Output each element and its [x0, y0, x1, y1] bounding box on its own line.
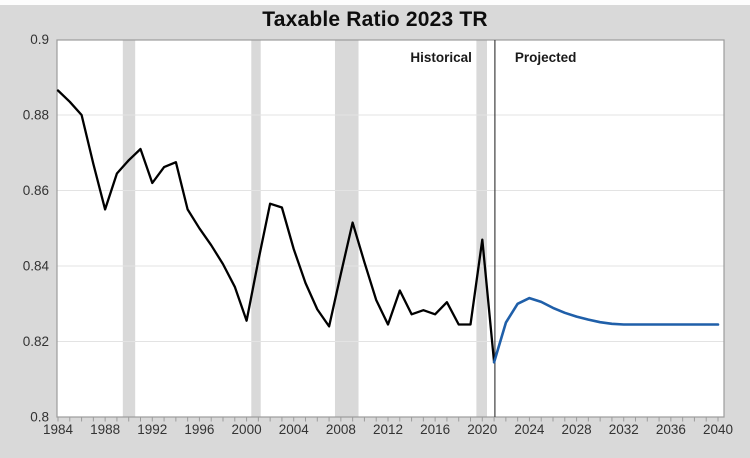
y-axis-label: 0.84	[23, 259, 50, 274]
recession-band	[251, 40, 261, 417]
y-axis-label: 0.9	[30, 32, 49, 47]
x-axis-label: 2008	[326, 422, 356, 437]
x-axis-label: 2016	[420, 422, 450, 437]
x-axis-label: 2012	[373, 422, 403, 437]
y-axis-label: 0.86	[23, 183, 49, 198]
x-axis-label: 1996	[184, 422, 214, 437]
x-axis-label: 2004	[279, 422, 310, 437]
x-axis-label: 2036	[656, 422, 686, 437]
recession-band	[334, 40, 359, 417]
y-axis-label: 0.8	[30, 410, 49, 425]
chart-title: Taxable Ratio 2023 TR	[262, 8, 488, 31]
x-axis-label: 2028	[562, 422, 592, 437]
plot-background	[57, 40, 724, 417]
y-axis-label: 0.88	[23, 108, 49, 123]
series-line-projected	[492, 296, 720, 364]
x-axis-label: 2032	[609, 422, 639, 437]
series-line-historical	[56, 89, 496, 364]
x-axis-label: 1984	[43, 422, 74, 437]
x-axis-label: 2040	[703, 422, 733, 437]
x-axis-label: 1988	[90, 422, 120, 437]
recession-band	[476, 40, 487, 417]
y-axis-label: 0.82	[23, 334, 49, 349]
x-axis-label: 2020	[467, 422, 497, 437]
historical-label: Historical	[410, 50, 472, 65]
projected-label: Projected	[515, 50, 577, 65]
x-axis-label: 2024	[514, 422, 545, 437]
x-axis-label: 2000	[232, 422, 262, 437]
plot-border	[56, 39, 725, 418]
recession-band	[122, 40, 136, 417]
x-axis-label: 1992	[137, 422, 167, 437]
top-strip	[0, 0, 750, 5]
